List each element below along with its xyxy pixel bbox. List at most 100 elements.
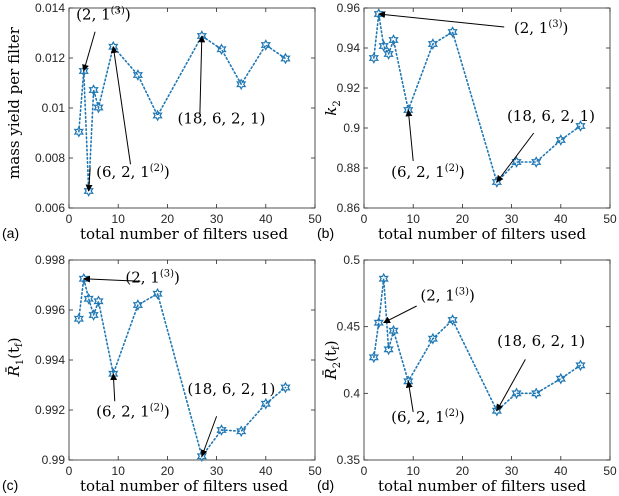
panel-d-annotation-label-1: (6, 2, 1(2)) <box>391 408 465 426</box>
panel-b-xtick-label-1: 10 <box>407 212 421 226</box>
panel-b-ylabel-k: k <box>322 107 340 116</box>
panel-c-annotation-label-2: (18, 6, 2, 1) <box>187 380 275 398</box>
panel-a-label: (a) <box>2 225 19 241</box>
panel-d-ytick-label-0: 0.35 <box>337 453 361 467</box>
panel-d-point-2 <box>378 272 389 285</box>
panel-a-point-3 <box>88 84 99 96</box>
panel-b-xtick-label-3: 30 <box>505 212 519 226</box>
panel-d-annotation-arrow-2 <box>496 359 526 412</box>
panel-d-ylabel-r: R̄ <box>322 368 340 380</box>
panel-c-point-10 <box>236 425 247 438</box>
panel-c-xtick-label-3: 30 <box>210 464 224 478</box>
panel-b-point-0 <box>368 52 379 64</box>
panel-d-series-line <box>373 278 582 412</box>
panel-d-xtick-label-0: 0 <box>361 464 368 478</box>
panel-a-ytick-label-0: 0.006 <box>35 201 65 215</box>
panel-d-ytick-label-2: 0.45 <box>337 320 361 334</box>
panel-b: 0 10 20 30 40 500.860.880.90.920.940.96(2, 1(… <box>317 1 617 243</box>
panel-b-point-9 <box>511 156 522 168</box>
panel-a-point-0 <box>73 125 84 138</box>
panel-b-xlabel: total number of filters used <box>378 225 586 243</box>
panel-d-annotation-sup-0: (3) <box>455 287 469 298</box>
panel-c-point-7 <box>152 287 163 300</box>
panel-d-point-10 <box>531 387 542 400</box>
panel-a-plot: 0 10 20 30 40 50 0.006 0.008 0.01 0.012 0.014 (2, 1… <box>35 1 322 226</box>
panel-a-point-7 <box>152 109 163 122</box>
panel-d-point-4 <box>388 324 399 337</box>
panel-d-annotation-arrow-1 <box>405 380 414 413</box>
panel-d-xtick-label-5: 50 <box>603 464 617 478</box>
panel-d-xlabel: total number of filters used <box>378 477 586 495</box>
panel-c-annotation-text-2: (18, 6, 2, 1) <box>187 380 275 398</box>
panel-b-annotation-tail-0: ) <box>563 19 569 37</box>
panel-c: 0 10 20 30 40 50 0.99 0.992 0.994 0.996 0.998 (2, 1… <box>2 253 322 495</box>
panel-b-ytick-label-0: 0.86 <box>337 201 361 215</box>
panel-b-annotation-text-2: (18, 6, 2, 1) <box>507 107 595 125</box>
panel-a-point-2 <box>83 185 94 197</box>
panel-a-annotation-arrow-3 <box>198 35 206 115</box>
panel-b-point-2 <box>378 40 389 52</box>
panel-a-xtick-label-5: 50 <box>308 212 322 226</box>
panel-c-annotation-label-1: (6, 2, 1(2)) <box>96 402 170 420</box>
panel-d-plot: 0 10 20 30 40 500.350.40.450.5(2, 1(3))(6, 2,… <box>337 253 617 478</box>
panel-b-annotation-label-0: (2, 1(3)) <box>514 19 569 37</box>
panel-b-plot: 0 10 20 30 40 500.860.880.90.920.940.96(2, 1(… <box>337 1 617 226</box>
panel-b-annotation-text-0: (2, 1 <box>514 19 548 37</box>
panel-a-point-10 <box>236 78 247 91</box>
panel-c-xtick-label-1: 10 <box>112 464 126 478</box>
panel-b-annotation-text-1: (6, 2, 1 <box>391 163 445 181</box>
panel-a-xtick-label-0: 0 <box>66 212 73 226</box>
panel-b-axes-box <box>363 7 611 209</box>
panel-b-ytick-label-1: 0.88 <box>337 161 361 175</box>
panel-a-annotation-text-1: (6, 2, 1 <box>96 163 150 181</box>
panel-a-point-12 <box>280 52 291 65</box>
panel-b-annotation-label-2: (18, 6, 2, 1) <box>507 107 595 125</box>
panel-a-xtick-label-1: 10 <box>112 212 126 226</box>
panel-a-annotation-label-3: (18, 6, 2, 1) <box>178 110 266 128</box>
panel-a-annotation-arrow-0 <box>82 31 96 72</box>
panel-c-annotation-arrow-0 <box>83 275 141 283</box>
panel-c-label: (c) <box>2 477 18 493</box>
panel-c-annotation-tail-0: ) <box>174 269 180 287</box>
panel-d-annotation-text-2: (18, 6, 2, 1) <box>497 332 585 350</box>
panel-a-annotation-text-3: (18, 6, 2, 1) <box>178 110 266 128</box>
panel-c-point-4 <box>93 295 104 308</box>
panel-c-series-line <box>78 278 287 459</box>
panel-a-xtick-label-4: 40 <box>259 212 273 226</box>
panel-d-label: (d) <box>317 477 334 493</box>
panel-a-point-11 <box>260 39 271 51</box>
panel-d-point-1 <box>373 316 384 329</box>
panel-d-ylabel-close: ) <box>322 340 340 346</box>
panel-c-axes-box <box>68 259 316 461</box>
panel-a-annotation-sup-0: (3) <box>111 5 125 16</box>
panel-b-ytick-label-3: 0.92 <box>337 81 361 95</box>
panel-b-ylabel-sub: 2 <box>332 100 343 106</box>
panel-c-xtick-label-4: 40 <box>259 464 273 478</box>
panel-c-xtick-label-2: 20 <box>161 464 175 478</box>
panel-b-annotation-tail-1: ) <box>459 163 465 181</box>
panel-c-xtick-label-0: 0 <box>66 464 73 478</box>
panel-c-xtick-label-5: 50 <box>308 464 322 478</box>
panel-c-annotation-text-1: (6, 2, 1 <box>96 402 150 420</box>
panel-c-point-9 <box>216 424 227 436</box>
panel-a-xtick-label-3: 30 <box>210 212 224 226</box>
panel-a-annotation-sup-1: (2) <box>150 163 164 174</box>
panel-d-ylabel-f: f <box>331 345 342 350</box>
panel-b-annotation-arrow-2 <box>496 132 535 183</box>
panel-d: 0 10 20 30 40 500.350.40.450.5(2, 1(3))(6, 2,… <box>317 253 617 495</box>
panel-d-annotation-arrow-0 <box>383 305 417 324</box>
panel-b-ytick-label-2: 0.9 <box>343 121 360 135</box>
panel-b-xtick-label-5: 50 <box>603 212 617 226</box>
panel-c-ylabel-r: R̄ <box>5 365 23 377</box>
panel-a-ytick-label-3: 0.012 <box>35 51 65 65</box>
panel-d-ylabel: R̄2(tf) <box>322 340 343 380</box>
panel-b-annotation-sup-0: (3) <box>548 19 562 30</box>
panel-d-ylabel-arg: (t <box>322 350 340 362</box>
panel-d-point-7 <box>447 314 458 326</box>
panel-d-annotation-label-0: (2, 1(3)) <box>420 287 475 305</box>
panel-a-xtick-label-2: 20 <box>161 212 175 226</box>
panel-c-annotation-arrow-2 <box>200 416 218 457</box>
panel-c-ylabel-arg: (t <box>5 347 23 359</box>
panel-b-xtick-label-4: 40 <box>554 212 568 226</box>
panel-c-annotation-sup-0: (3) <box>160 269 174 280</box>
